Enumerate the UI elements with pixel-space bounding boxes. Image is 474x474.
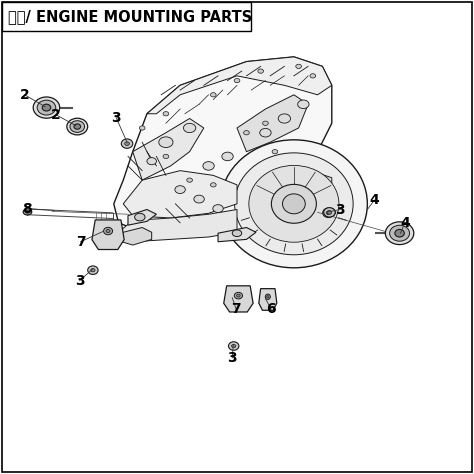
Ellipse shape xyxy=(258,69,264,73)
Ellipse shape xyxy=(213,205,223,212)
Ellipse shape xyxy=(121,139,133,148)
Bar xyxy=(2,2,251,31)
Ellipse shape xyxy=(272,150,278,154)
Ellipse shape xyxy=(228,342,239,350)
Ellipse shape xyxy=(23,209,32,215)
Text: 6: 6 xyxy=(266,302,276,316)
Polygon shape xyxy=(224,286,253,312)
Ellipse shape xyxy=(231,344,236,348)
Ellipse shape xyxy=(296,64,301,69)
Ellipse shape xyxy=(183,123,196,133)
Ellipse shape xyxy=(135,213,145,221)
Ellipse shape xyxy=(74,124,81,129)
Ellipse shape xyxy=(175,186,185,193)
Ellipse shape xyxy=(91,268,95,272)
Ellipse shape xyxy=(163,112,169,116)
Polygon shape xyxy=(294,173,332,199)
Ellipse shape xyxy=(327,210,332,214)
Polygon shape xyxy=(118,210,237,242)
Ellipse shape xyxy=(324,208,335,217)
Ellipse shape xyxy=(139,126,145,130)
Ellipse shape xyxy=(220,140,367,268)
Ellipse shape xyxy=(283,194,305,214)
Ellipse shape xyxy=(326,211,331,215)
Ellipse shape xyxy=(147,157,156,165)
Ellipse shape xyxy=(163,155,169,158)
Ellipse shape xyxy=(237,294,240,297)
Ellipse shape xyxy=(232,230,242,237)
Ellipse shape xyxy=(42,104,51,111)
Text: 3: 3 xyxy=(228,351,237,365)
Ellipse shape xyxy=(33,97,60,118)
Polygon shape xyxy=(259,289,277,310)
Ellipse shape xyxy=(203,162,214,170)
Polygon shape xyxy=(123,171,237,218)
Polygon shape xyxy=(237,95,308,152)
Ellipse shape xyxy=(222,152,233,161)
Ellipse shape xyxy=(310,74,316,78)
Polygon shape xyxy=(118,228,152,245)
Text: 4: 4 xyxy=(400,216,410,230)
Ellipse shape xyxy=(210,183,216,187)
Ellipse shape xyxy=(263,121,268,126)
Text: 3: 3 xyxy=(75,273,84,288)
Ellipse shape xyxy=(271,184,316,223)
Ellipse shape xyxy=(327,210,332,214)
Ellipse shape xyxy=(187,178,192,182)
Ellipse shape xyxy=(125,142,129,146)
Polygon shape xyxy=(218,228,256,242)
Ellipse shape xyxy=(235,153,353,255)
Text: 7: 7 xyxy=(231,302,241,316)
Ellipse shape xyxy=(298,100,309,109)
Ellipse shape xyxy=(103,228,113,235)
Ellipse shape xyxy=(265,294,270,300)
Polygon shape xyxy=(92,220,124,249)
Ellipse shape xyxy=(106,229,110,233)
Text: 8: 8 xyxy=(23,201,32,216)
Text: 4: 4 xyxy=(370,193,379,207)
Ellipse shape xyxy=(244,131,249,135)
Ellipse shape xyxy=(210,93,216,97)
Ellipse shape xyxy=(323,208,334,218)
Text: 3: 3 xyxy=(336,202,345,217)
Ellipse shape xyxy=(395,229,404,237)
Ellipse shape xyxy=(194,195,204,203)
Polygon shape xyxy=(133,118,204,180)
Ellipse shape xyxy=(323,208,335,217)
Ellipse shape xyxy=(234,292,243,299)
Polygon shape xyxy=(147,57,332,114)
Ellipse shape xyxy=(249,165,339,242)
Ellipse shape xyxy=(267,296,269,298)
Text: 7: 7 xyxy=(76,235,85,249)
Ellipse shape xyxy=(26,210,29,213)
Polygon shape xyxy=(114,57,332,232)
Text: 2: 2 xyxy=(51,108,61,122)
Ellipse shape xyxy=(67,118,88,135)
Text: 3: 3 xyxy=(111,110,121,125)
Polygon shape xyxy=(128,210,156,225)
Ellipse shape xyxy=(37,100,56,115)
Ellipse shape xyxy=(159,137,173,147)
Ellipse shape xyxy=(70,121,84,132)
Text: 组合/ ENGINE MOUNTING PARTS: 组合/ ENGINE MOUNTING PARTS xyxy=(8,9,252,24)
Text: 2: 2 xyxy=(20,88,29,102)
Ellipse shape xyxy=(385,222,414,245)
Ellipse shape xyxy=(260,128,271,137)
Ellipse shape xyxy=(88,266,98,274)
Ellipse shape xyxy=(278,114,291,123)
Ellipse shape xyxy=(390,225,410,241)
Ellipse shape xyxy=(234,79,240,83)
